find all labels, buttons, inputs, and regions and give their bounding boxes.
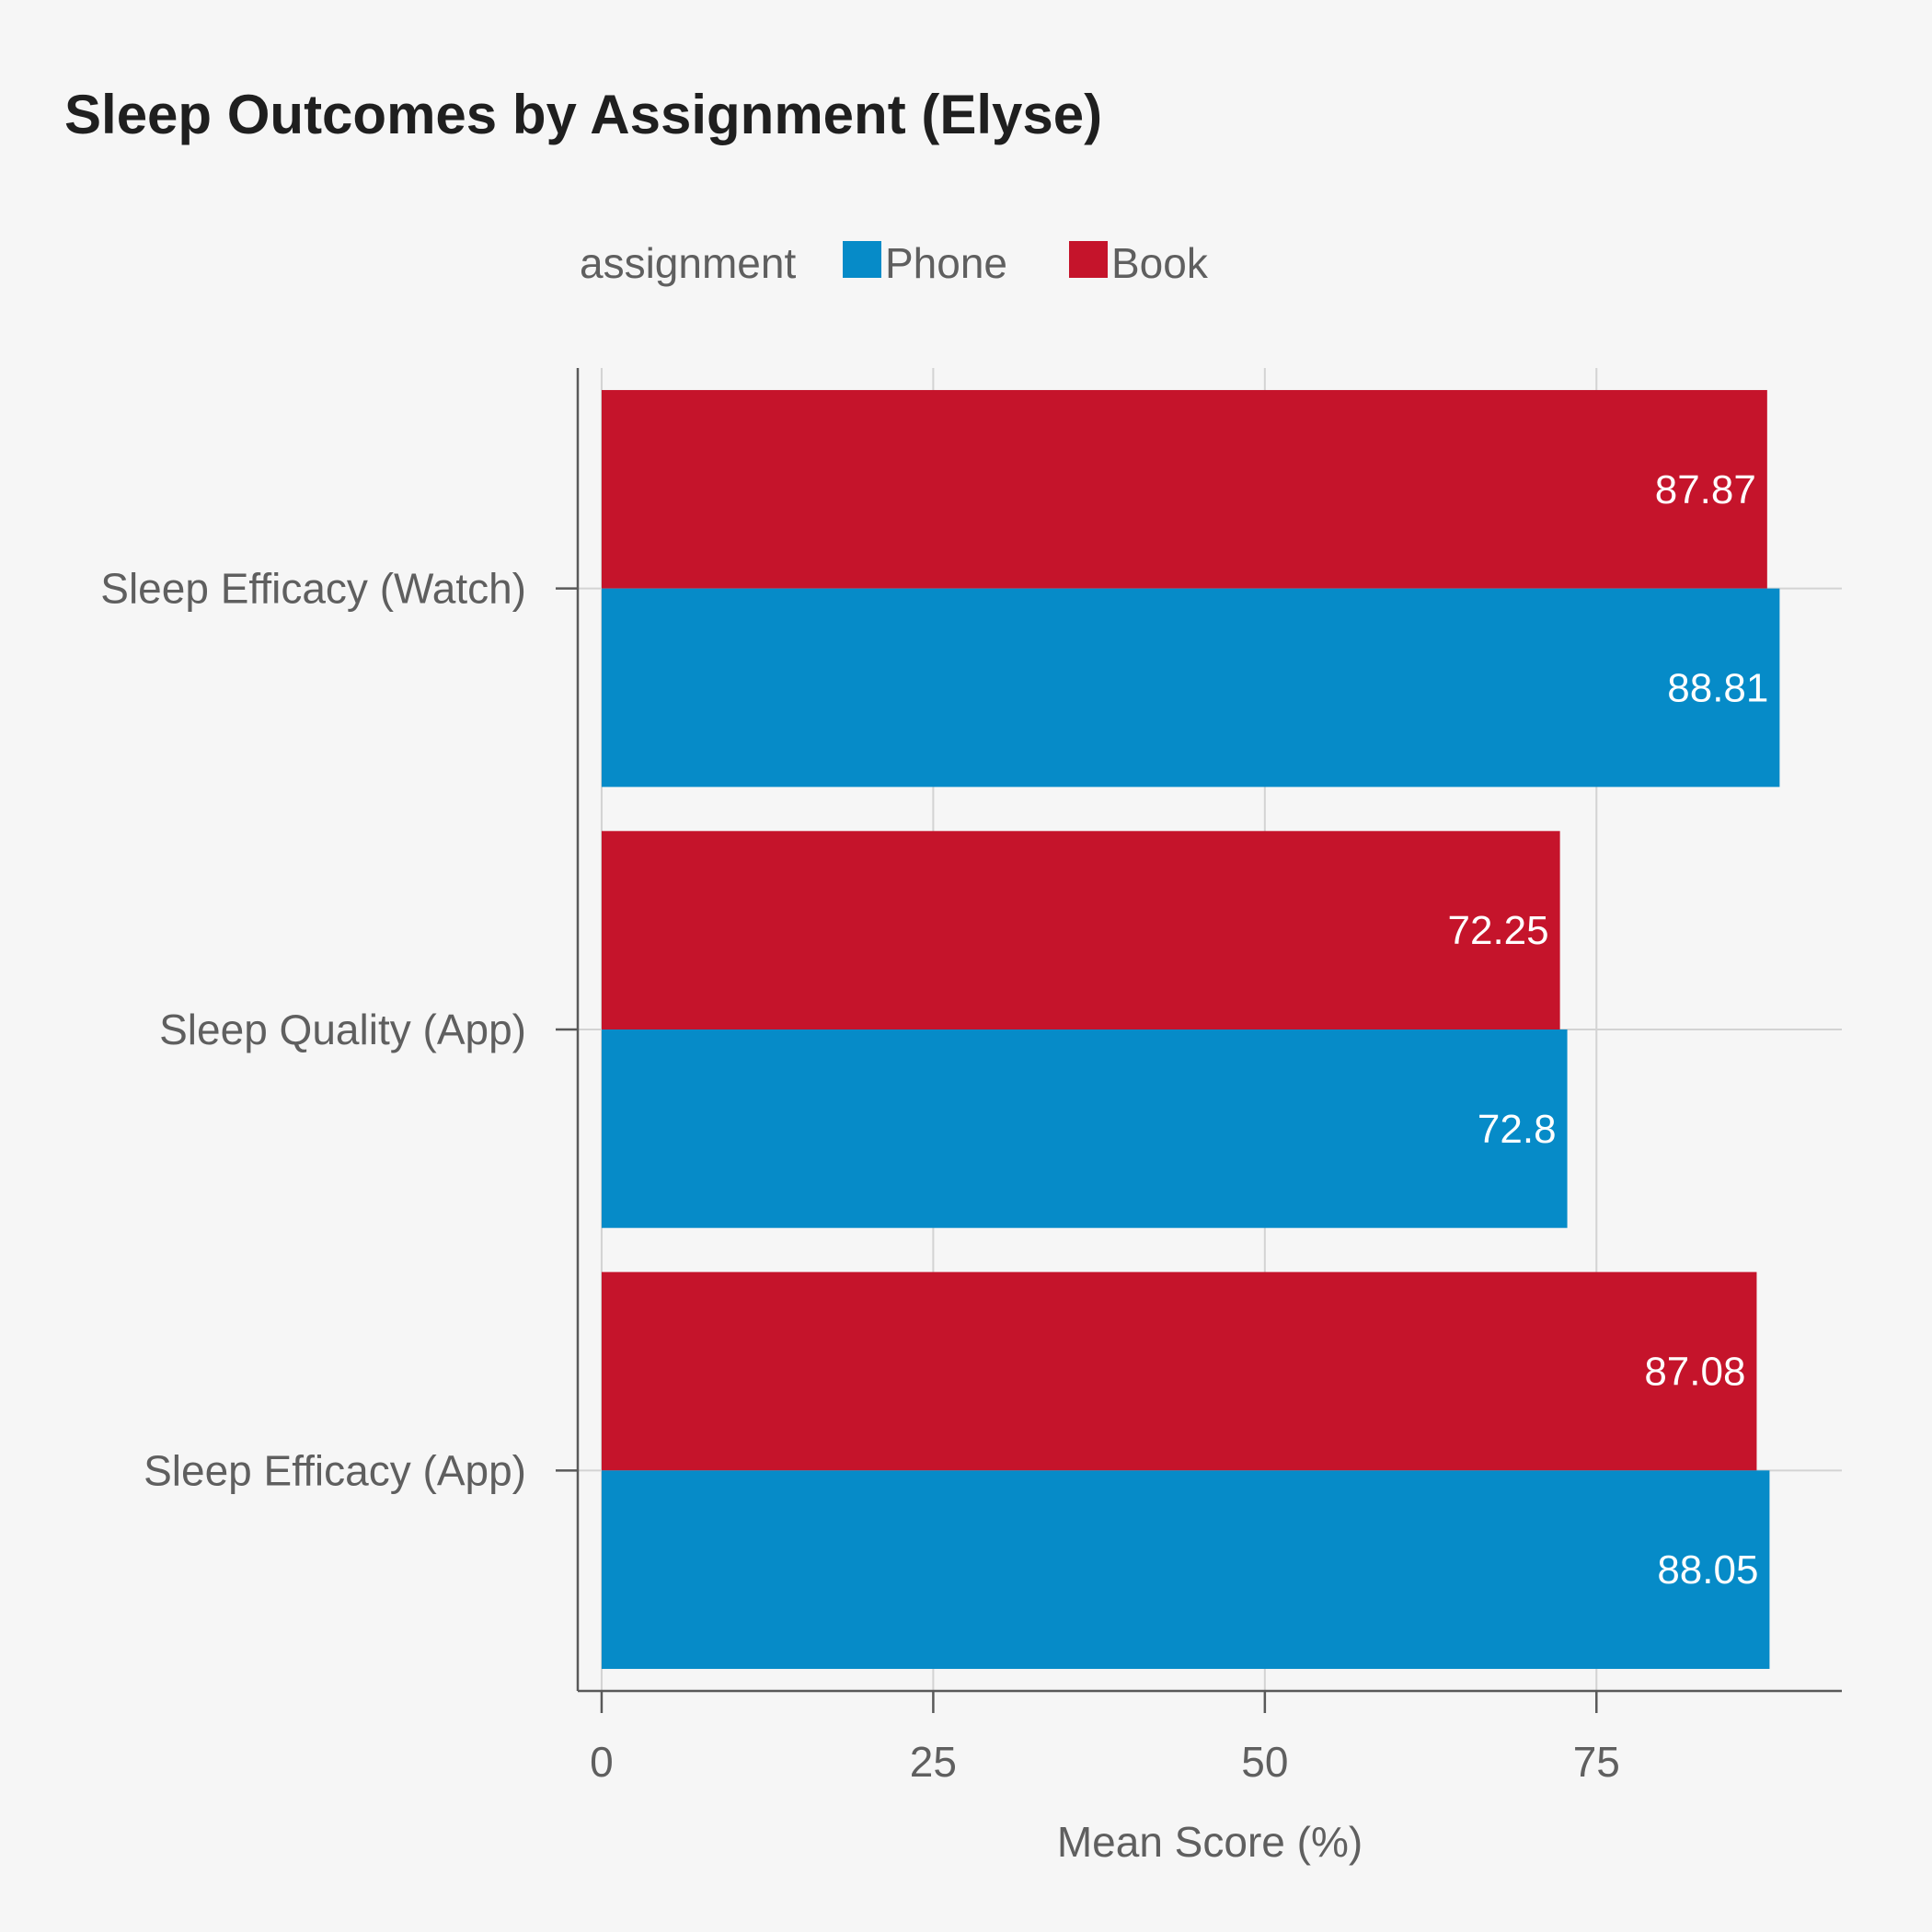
bar-book: [601, 1271, 1757, 1471]
legend: assignment Phone Book: [580, 239, 1209, 287]
bar-book: [601, 389, 1767, 589]
x-axis-title: Mean Score (%): [1057, 1818, 1363, 1866]
legend-label-book: Book: [1111, 239, 1209, 287]
x-tick-label: 25: [910, 1738, 957, 1786]
x-tick-label: 0: [590, 1738, 614, 1786]
bar-phone: [601, 588, 1780, 788]
bar-value-label: 88.05: [1657, 1547, 1758, 1593]
plot-area: 87.87 88.81 Sleep Efficacy (Watch) 72.25 72.…: [100, 368, 1842, 1786]
x-tick-label: 50: [1241, 1738, 1288, 1786]
y-tick-label: Sleep Quality (App): [159, 1006, 526, 1053]
bar-book: [601, 831, 1560, 1029]
bar-value-label: 72.25: [1448, 908, 1549, 953]
bar-value-label: 88.81: [1667, 666, 1768, 711]
bar-value-label: 87.87: [1655, 467, 1756, 512]
bar-value-label: 72.8: [1478, 1107, 1557, 1152]
legend-label-phone: Phone: [885, 239, 1007, 287]
bar-value-label: 87.08: [1644, 1349, 1745, 1394]
legend-title: assignment: [580, 239, 796, 287]
legend-swatch-book: [1069, 241, 1108, 278]
x-tick-label: 75: [1573, 1738, 1620, 1786]
legend-swatch-phone: [843, 241, 881, 278]
bar-phone: [601, 1029, 1568, 1228]
bar-phone: [601, 1470, 1770, 1670]
y-tick-label: Sleep Efficacy (App): [144, 1446, 526, 1494]
chart-title: Sleep Outcomes by Assignment (Elyse): [64, 84, 1102, 145]
y-tick-label: Sleep Efficacy (Watch): [100, 565, 526, 613]
